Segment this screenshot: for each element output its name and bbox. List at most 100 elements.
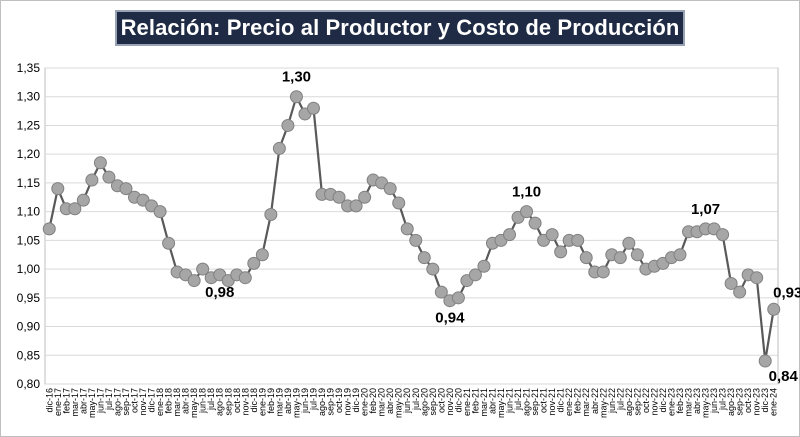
x-tick-label: feb-17 [61, 388, 71, 414]
x-tick-label: ago-17 [112, 388, 122, 416]
x-tick-label: abr-22 [590, 388, 600, 414]
x-tick-label: may-17 [87, 388, 97, 418]
y-tick-label: 0,95 [17, 291, 41, 305]
x-tick-label: jul-18 [206, 388, 216, 411]
x-tick-label: mar-17 [70, 388, 80, 417]
x-tick-label: jun-19 [300, 388, 310, 414]
x-tick-label: mar-18 [172, 388, 182, 417]
data-point [51, 182, 65, 196]
x-tick-label: sep-23 [735, 388, 745, 416]
x-tick-label: mar-23 [684, 388, 694, 417]
x-tick-label: abr-23 [692, 388, 702, 414]
x-tick-label: dic-20 [453, 388, 463, 413]
data-point [545, 228, 559, 242]
x-tick-label: dic-16 [44, 388, 54, 413]
x-tick-label: jul-17 [104, 388, 114, 411]
data-point [451, 291, 465, 305]
x-tick-label: nov-20 [445, 388, 455, 416]
x-tick-label: nov-17 [138, 388, 148, 416]
x-tick-label: nov-19 [343, 388, 353, 416]
x-tick-label: ago-23 [726, 388, 736, 416]
x-tick-label: abr-19 [283, 388, 293, 414]
x-tick-label: dic-23 [760, 388, 770, 413]
data-point [383, 182, 397, 196]
data-point [767, 302, 781, 316]
x-tick-label: oct-17 [129, 388, 139, 413]
data-point [281, 118, 295, 132]
x-tick-label: feb-22 [573, 388, 583, 414]
data-point [42, 222, 56, 236]
x-tick-label: jun-21 [505, 388, 515, 414]
x-tick-label: mar-19 [274, 388, 284, 417]
x-tick-label: may-22 [598, 388, 608, 418]
data-label: 1,07 [691, 201, 720, 218]
data-point [579, 251, 593, 265]
data-point [724, 276, 738, 290]
x-tick-label: dic-21 [556, 388, 566, 413]
data-point [272, 141, 286, 155]
x-tick-label: ene-17 [53, 388, 63, 416]
data-point [247, 256, 261, 270]
data-label: 0,98 [205, 284, 234, 301]
data-point [630, 248, 644, 262]
x-tick-label: oct-23 [743, 388, 753, 413]
x-tick-label: dic-19 [351, 388, 361, 413]
x-tick-label: may-19 [291, 388, 301, 418]
x-tick-label: ago-20 [419, 388, 429, 416]
x-tick-label: ene-22 [564, 388, 574, 416]
chart-title: Relación: Precio al Productor y Costo de… [120, 15, 680, 40]
x-tick-label: sep-19 [326, 388, 336, 416]
data-point [187, 274, 201, 288]
x-tick-label: jul-21 [513, 388, 523, 411]
data-point [85, 173, 99, 187]
x-tick-label: sep-22 [632, 388, 642, 416]
x-tick-label: mar-22 [581, 388, 591, 417]
data-point [477, 259, 491, 273]
x-tick-label: ago-19 [317, 388, 327, 416]
data-point [571, 233, 585, 247]
x-tick-label: jun-17 [95, 388, 105, 414]
x-tick-label: dic-22 [658, 388, 668, 413]
y-tick-label: 0,80 [17, 377, 41, 391]
data-label: 0,93 [773, 284, 800, 301]
x-tick-label: abr-20 [385, 388, 395, 414]
x-tick-label: sep-20 [428, 388, 438, 416]
data-label: 0,84 [769, 368, 799, 385]
data-point [528, 216, 542, 230]
x-tick-label: ene-18 [155, 388, 165, 416]
x-tick-label: sep-21 [530, 388, 540, 416]
data-point [434, 285, 448, 299]
data-point [238, 271, 252, 285]
x-tick-label: ene-24 [769, 388, 779, 416]
x-tick-label: may-18 [189, 388, 199, 418]
data-point [733, 285, 747, 299]
data-point [716, 228, 730, 242]
x-tick-label: jun-23 [709, 388, 719, 414]
data-point [93, 156, 107, 170]
y-tick-label: 1,05 [17, 233, 41, 247]
data-point [289, 90, 303, 104]
data-point [596, 265, 610, 279]
data-point [520, 205, 534, 219]
data-point [426, 262, 440, 276]
x-tick-label: abr-17 [78, 388, 88, 414]
x-tick-label: ene-19 [257, 388, 267, 416]
x-tick-label: oct-18 [232, 388, 242, 413]
data-point [673, 248, 687, 262]
x-tick-label: mar-21 [479, 388, 489, 417]
x-tick-label: dic-18 [249, 388, 259, 413]
x-tick-label: sep-18 [223, 388, 233, 416]
x-tick-label: dic-17 [147, 388, 157, 413]
x-tick-label: sep-17 [121, 388, 131, 416]
x-tick-label: ene-20 [360, 388, 370, 416]
data-point [622, 236, 636, 250]
data-point [417, 251, 431, 265]
data-point [76, 193, 90, 207]
data-point [306, 101, 320, 115]
data-point [196, 262, 210, 276]
x-tick-label: abr-18 [181, 388, 191, 414]
data-point [613, 251, 627, 265]
y-tick-label: 1,00 [17, 262, 41, 276]
